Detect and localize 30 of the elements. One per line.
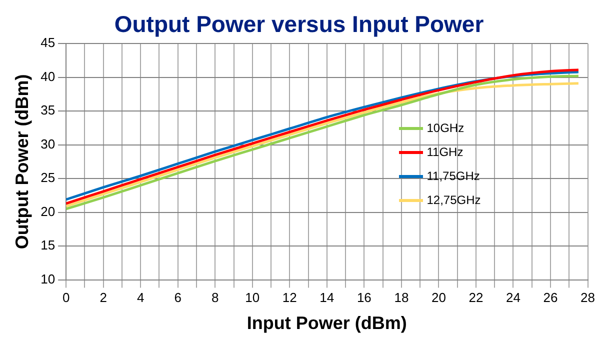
y-tick-label: 20 bbox=[40, 204, 56, 219]
x-tick-label: 2 bbox=[100, 290, 107, 306]
legend-label: 11GHz bbox=[426, 145, 464, 160]
x-tick-label: 28 bbox=[580, 290, 596, 306]
x-tick-label: 8 bbox=[212, 290, 219, 306]
legend-label: 10GHz bbox=[426, 121, 464, 136]
x-axis-title: Input Power (dBm) bbox=[246, 313, 407, 334]
x-tick-label: 18 bbox=[394, 290, 409, 306]
x-tick-label: 12 bbox=[282, 290, 297, 306]
y-tick-label: 40 bbox=[40, 68, 56, 84]
y-tick-label: 35 bbox=[40, 102, 56, 118]
x-tick-label: 26 bbox=[543, 290, 558, 306]
x-tick-label: 6 bbox=[174, 290, 182, 306]
x-tick-label: 16 bbox=[356, 290, 372, 306]
y-axis-title: Output Power (dBm) bbox=[12, 74, 32, 250]
y-tick-label: 10 bbox=[40, 271, 56, 286]
y-tick-label: 30 bbox=[40, 136, 56, 152]
x-tick-label: 14 bbox=[320, 290, 334, 306]
x-tick-label: 20 bbox=[431, 290, 446, 306]
x-tick-label: 10 bbox=[245, 290, 260, 306]
y-tick-label: 25 bbox=[40, 170, 56, 186]
x-tick-label: 4 bbox=[136, 290, 144, 306]
x-tick-label: 24 bbox=[506, 290, 520, 306]
legend-label: 12,75GHz bbox=[426, 193, 481, 208]
x-tick-label: 22 bbox=[468, 290, 484, 306]
y-tick-label: 45 bbox=[40, 35, 56, 50]
legend-label: 11,75GHz bbox=[426, 169, 480, 184]
chart-title: Output Power versus Input Power bbox=[114, 11, 484, 38]
y-tick-label: 15 bbox=[40, 238, 56, 253]
x-tick-label: 0 bbox=[62, 290, 70, 306]
